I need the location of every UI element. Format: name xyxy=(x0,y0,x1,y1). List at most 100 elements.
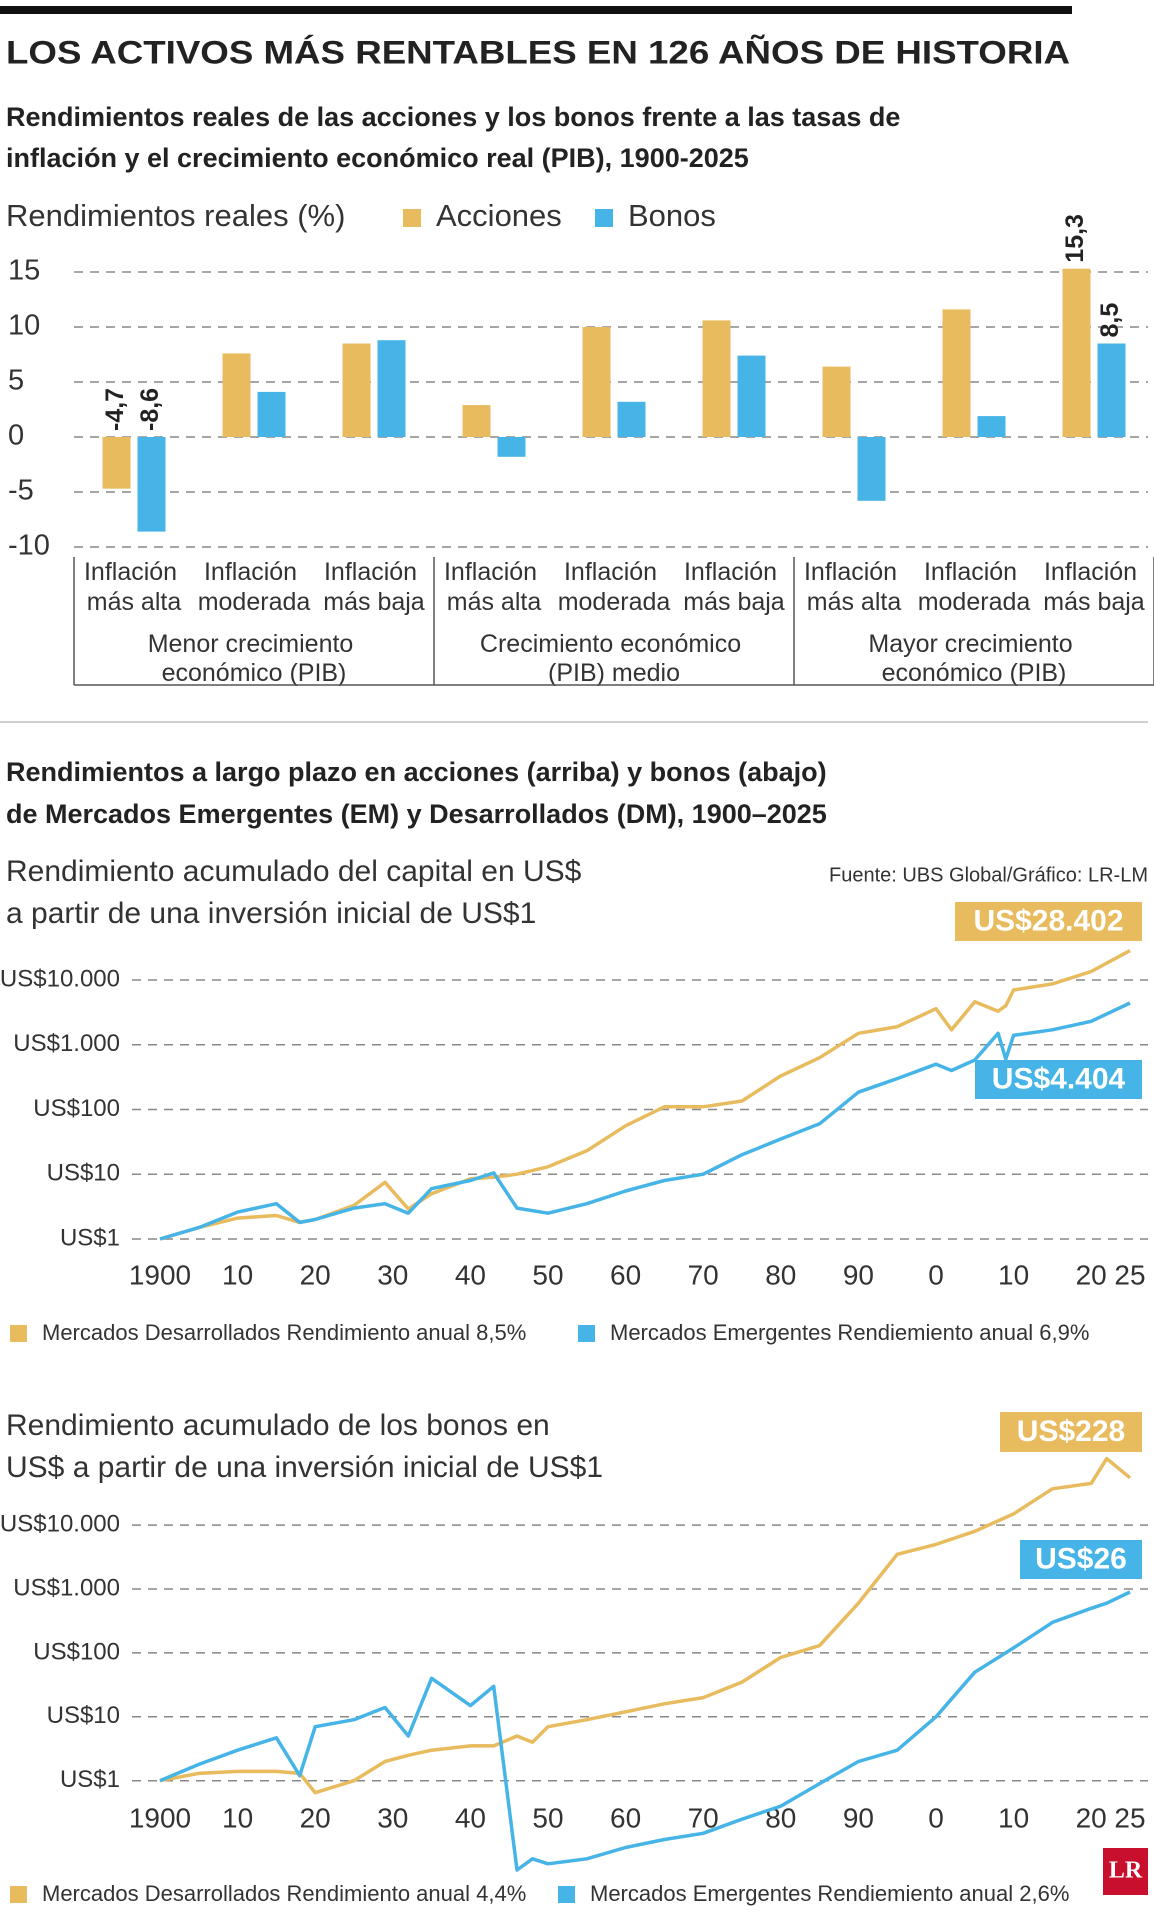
y-tick-label: US$10.000 xyxy=(0,1510,120,1537)
x-tick-label: 10 xyxy=(998,1259,1029,1290)
x-tick-label: 40 xyxy=(455,1259,486,1290)
y-tick-label: US$10 xyxy=(47,1160,120,1187)
category-label: Inflación más alta xyxy=(444,558,544,616)
legend-swatch xyxy=(10,1886,27,1903)
top-bar xyxy=(0,6,1072,14)
bar xyxy=(102,437,131,489)
y-tick-label: US$1.000 xyxy=(13,1574,120,1601)
bar xyxy=(702,320,731,437)
value-label: US$28.402 xyxy=(973,904,1123,937)
legend-swatch xyxy=(10,1325,27,1342)
section-title: Rendimientos a largo plazo en acciones (… xyxy=(6,757,834,829)
y-tick-label: US$1.000 xyxy=(13,1030,120,1057)
y-tick-label: US$100 xyxy=(33,1638,120,1665)
y-tick-label: -5 xyxy=(8,475,34,507)
category-label: Inflación moderada xyxy=(558,558,671,616)
x-tick-label: 20 xyxy=(300,1259,331,1290)
bar xyxy=(497,437,526,457)
x-tick-label: 25 xyxy=(1114,1259,1145,1290)
annotation-box xyxy=(1020,1540,1142,1579)
y-tick-label: US$100 xyxy=(33,1095,120,1122)
bar xyxy=(737,355,766,437)
y-tick-label: US$10.000 xyxy=(0,965,120,992)
value-label: -4,7 xyxy=(101,388,129,431)
x-tick-label: 90 xyxy=(843,1802,874,1833)
x-tick-label: 50 xyxy=(532,1259,563,1290)
legend-label: Bonos xyxy=(628,198,716,233)
bar xyxy=(462,405,491,437)
bar xyxy=(617,401,646,437)
y-tick-label: -10 xyxy=(8,530,50,562)
bar xyxy=(942,309,971,437)
value-label: US$4.404 xyxy=(992,1062,1126,1095)
legend-swatch xyxy=(558,1886,575,1903)
x-tick-label: 40 xyxy=(455,1802,486,1833)
y-tick-label: 15 xyxy=(8,255,40,287)
x-tick-label: 20 xyxy=(1076,1259,1107,1290)
bar xyxy=(257,391,286,437)
page-title: LOS ACTIVOS MÁS RENTABLES EN 126 AÑOS DE… xyxy=(6,34,1070,70)
annotation: US$26 xyxy=(1035,1542,1127,1575)
x-tick-label: 10 xyxy=(222,1259,253,1290)
x-tick-label: 25 xyxy=(1114,1802,1145,1833)
bar xyxy=(137,437,166,532)
category-label: Inflación más baja xyxy=(683,558,785,616)
x-tick-label: 10 xyxy=(222,1802,253,1833)
legend-swatch xyxy=(595,209,613,227)
y-axis-label: Rendimientos reales (%) xyxy=(6,198,345,233)
category-label: Inflación más alta xyxy=(84,558,184,616)
category-label: Inflación más baja xyxy=(323,558,425,616)
y-tick-label: 0 xyxy=(8,420,24,452)
value-label-box xyxy=(955,902,1142,941)
category-label: Inflación moderada xyxy=(918,558,1031,616)
group-label: Crecimiento económico (PIB) medio xyxy=(480,630,748,687)
x-tick-label: 20 xyxy=(300,1802,331,1833)
x-tick-label: 70 xyxy=(688,1259,719,1290)
legend-label: Mercados Desarrollados Rendimiento anual… xyxy=(42,1881,526,1906)
group-label: Mayor crecimiento económico (PIB) xyxy=(868,630,1079,687)
x-tick-label: 60 xyxy=(610,1259,641,1290)
value-label-box xyxy=(975,1060,1142,1099)
x-tick-label: 1900 xyxy=(129,1802,191,1833)
x-tick-label: 1900 xyxy=(129,1259,191,1290)
legend-label: Acciones xyxy=(436,198,562,233)
y-tick-label: US$1 xyxy=(60,1766,120,1793)
bar xyxy=(977,416,1006,437)
chart-title: Rendimientos reales de las acciones y lo… xyxy=(6,102,908,173)
x-tick-label: 0 xyxy=(928,1259,944,1290)
source: Fuente: UBS Global/Gráfico: LR-LM xyxy=(829,864,1148,886)
annotation: US$228 xyxy=(1017,1415,1125,1448)
y-tick-label: US$10 xyxy=(47,1702,120,1729)
value-label: 15,3 xyxy=(1061,214,1089,263)
category-label: Inflación moderada xyxy=(198,558,311,616)
legend-swatch xyxy=(578,1325,595,1342)
legend-label: Mercados Emergentes Rendiemiento anual 6… xyxy=(610,1320,1089,1345)
legend-swatch xyxy=(403,209,421,227)
y-tick-label: US$1 xyxy=(60,1224,120,1251)
legend-label: Mercados Emergentes Rendiemiento anual 2… xyxy=(590,1881,1069,1906)
y-tick-label: 5 xyxy=(8,365,24,397)
x-tick-label: 30 xyxy=(377,1802,408,1833)
value-label: -8,6 xyxy=(136,388,164,431)
bar xyxy=(377,340,406,437)
group-label: Menor crecimiento económico (PIB) xyxy=(148,630,361,687)
bar xyxy=(822,366,851,437)
x-tick-label: 50 xyxy=(532,1802,563,1833)
x-tick-label: 80 xyxy=(765,1259,796,1290)
bar xyxy=(582,327,611,437)
chart-title: Rendimiento acumulado del capital en US$… xyxy=(6,855,590,930)
line-series xyxy=(159,1590,1131,1872)
x-tick-label: 20 xyxy=(1076,1802,1107,1833)
category-label: Inflación más alta xyxy=(804,558,904,616)
category-label: Inflación más baja xyxy=(1043,558,1145,616)
value-label: 8,5 xyxy=(1096,303,1124,338)
x-tick-label: 0 xyxy=(928,1802,944,1833)
x-tick-label: 30 xyxy=(377,1259,408,1290)
chart-title: Rendimiento acumulado de los bonos en US… xyxy=(6,1409,603,1484)
bar xyxy=(857,437,886,501)
y-tick-label: 10 xyxy=(8,310,40,342)
x-tick-label: 90 xyxy=(843,1259,874,1290)
bar xyxy=(342,343,371,437)
